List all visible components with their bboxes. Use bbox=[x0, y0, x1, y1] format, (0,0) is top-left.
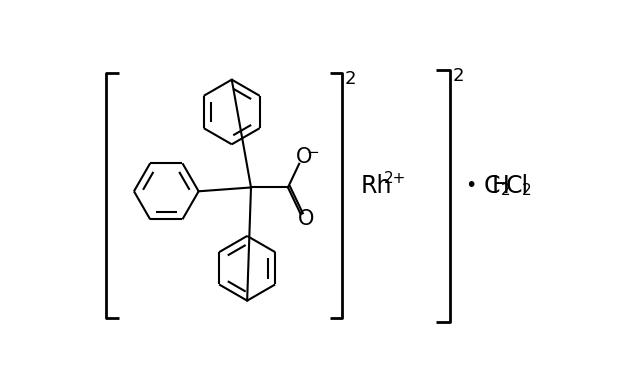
Text: 2+: 2+ bbox=[383, 171, 406, 186]
Text: 2: 2 bbox=[452, 66, 464, 84]
Text: 2: 2 bbox=[501, 183, 511, 198]
Text: −: − bbox=[306, 144, 319, 159]
Text: H: H bbox=[492, 174, 510, 198]
Text: Cl: Cl bbox=[506, 174, 529, 198]
Text: 2: 2 bbox=[345, 70, 356, 88]
Text: O: O bbox=[296, 147, 312, 167]
Text: C: C bbox=[484, 174, 500, 198]
Text: O: O bbox=[298, 209, 314, 229]
Text: •: • bbox=[465, 176, 477, 195]
Text: 2: 2 bbox=[522, 183, 532, 198]
Text: Rh: Rh bbox=[360, 174, 392, 198]
